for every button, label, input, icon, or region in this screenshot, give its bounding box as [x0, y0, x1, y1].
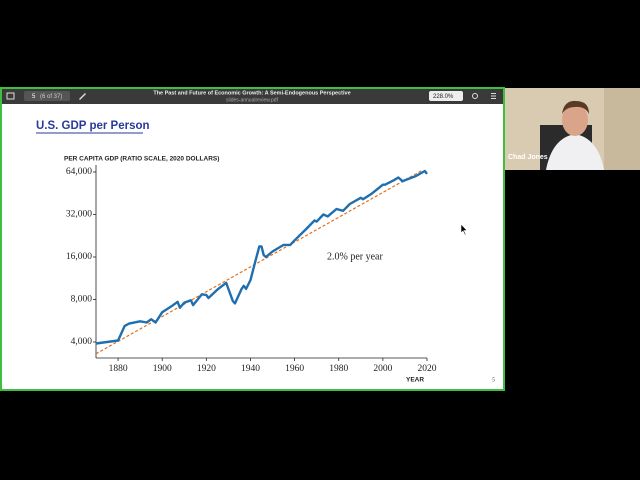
- annotate-button[interactable]: [79, 93, 86, 100]
- page-count: (6 of 37): [40, 94, 62, 100]
- menu-button[interactable]: [491, 93, 496, 99]
- plot: 4,000 8,000 16,000 32,000 64,000 1880 1900 1920…: [66, 167, 437, 374]
- zoom-level: 228.0%: [433, 94, 454, 100]
- x-tick-label: 1940: [241, 364, 260, 374]
- x-tick-label: 1900: [153, 364, 172, 374]
- y-axis-label: PER CAPITA GDP (RATIO SCALE, 2020 DOLLAR…: [64, 156, 219, 163]
- participant-video: Chad Jones: [504, 88, 640, 170]
- x-tick-label: 1880: [109, 364, 128, 374]
- x-tick-label: 1920: [197, 364, 216, 374]
- y-tick-label: 64,000: [66, 167, 92, 177]
- y-tick-label: 32,000: [66, 210, 92, 220]
- mouse-cursor: [460, 223, 468, 236]
- zoom-box[interactable]: [429, 91, 463, 101]
- participant-name: Chad Jones: [508, 154, 548, 161]
- slide-title: U.S. GDP per Person: [36, 120, 150, 132]
- x-axis-label: YEAR: [406, 377, 424, 384]
- y-tick-label: 4,000: [71, 337, 93, 347]
- file-name: slides-annualreview.pdf: [226, 97, 279, 103]
- toolbar: [2, 89, 503, 104]
- x-tick-label: 1980: [329, 364, 348, 374]
- search-button[interactable]: [472, 93, 478, 99]
- viewer-window: [0, 87, 505, 391]
- document-title: The Past and Future of Economic Growth: …: [153, 90, 350, 96]
- trend-line: [95, 169, 423, 355]
- slide-page-number: 5: [492, 377, 495, 383]
- x-tick-label: 2020: [418, 364, 437, 374]
- sidebar-button[interactable]: [6, 92, 15, 100]
- y-tick-label: 16,000: [66, 252, 92, 262]
- y-tick-label: 8,000: [71, 295, 93, 305]
- annotation: 2.0% per year: [327, 251, 383, 262]
- gdp-line: [95, 169, 428, 345]
- x-tick-label: 2000: [373, 364, 392, 374]
- page-box[interactable]: [24, 91, 70, 101]
- page-number: 5: [32, 94, 36, 100]
- x-tick-label: 1960: [285, 364, 304, 374]
